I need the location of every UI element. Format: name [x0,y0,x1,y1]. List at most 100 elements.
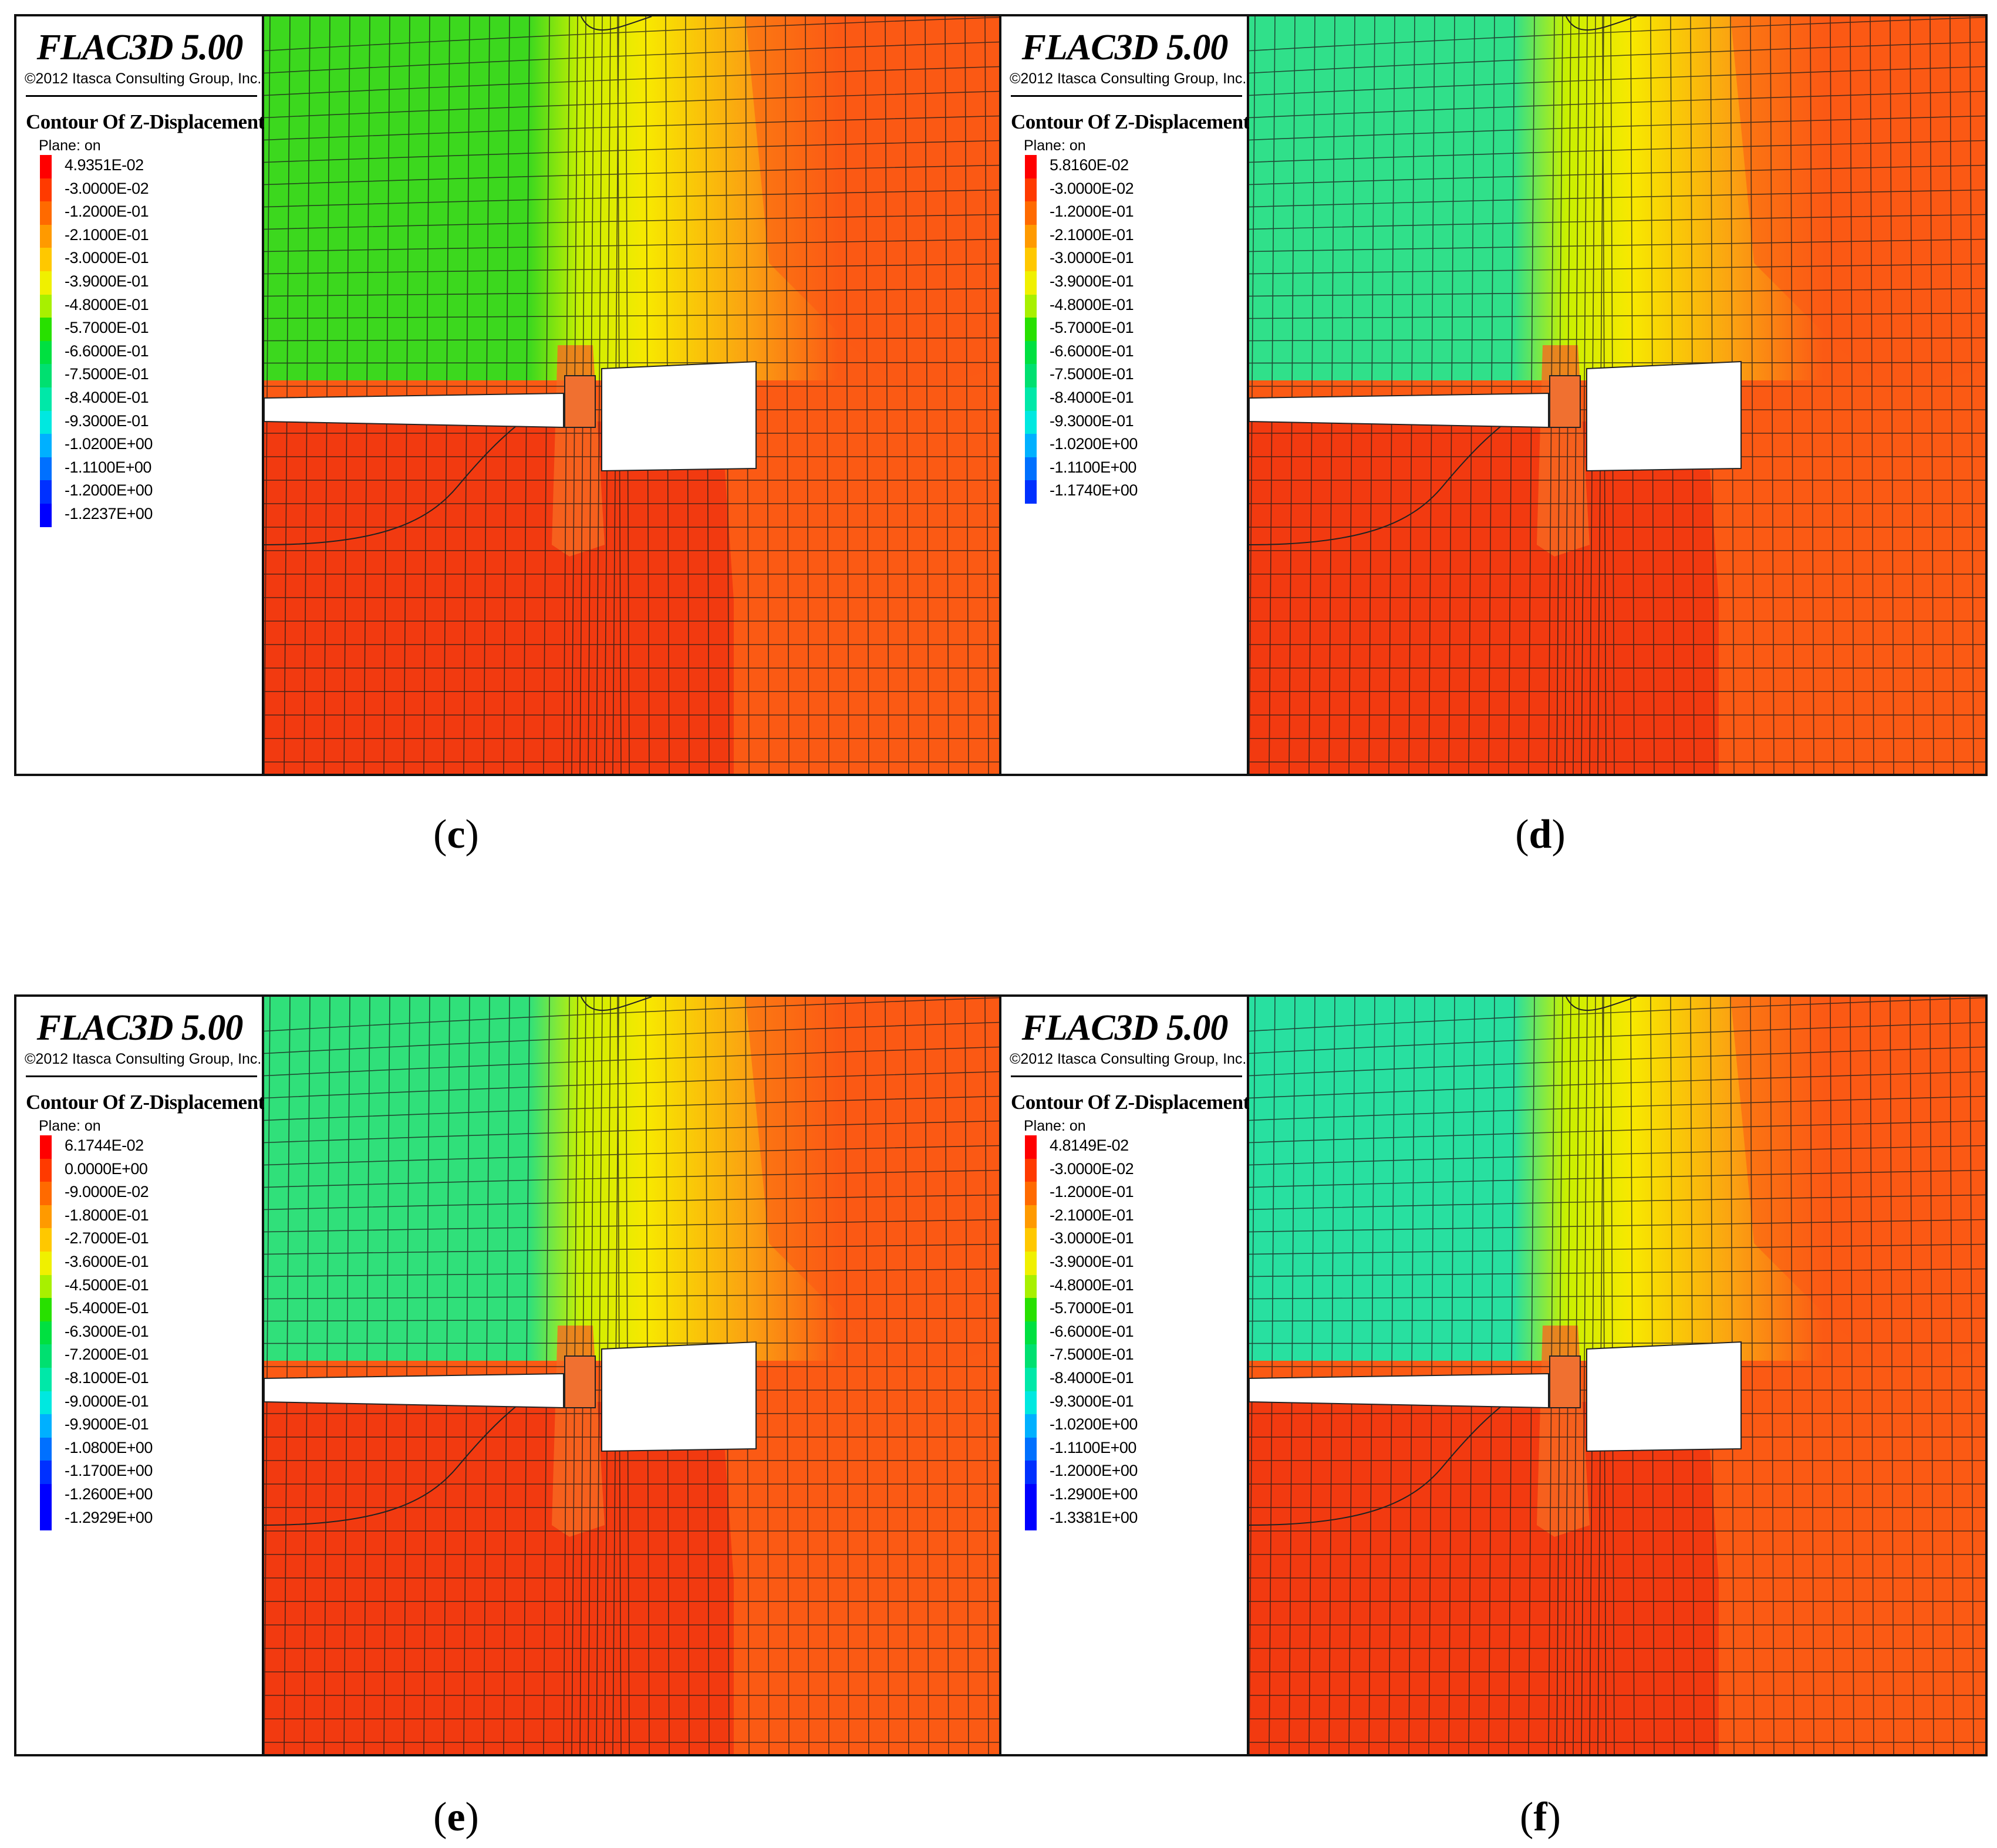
legend-value: -3.0000E-02 [65,179,149,197]
contour-boundary-line [264,403,547,545]
legend-value: -1.1100E+00 [65,458,151,476]
mesh-line [596,997,603,1754]
legend-swatch [1025,1274,1037,1299]
mesh-line [1388,16,1395,774]
mesh-line [885,16,889,774]
copyright-text: ©2012 Itasca Consulting Group, Inc. [25,1051,262,1067]
legend-value: -5.4000E-01 [65,1299,149,1317]
software-title: FLAC3D 5.00 [36,28,244,68]
legend-value: -4.8000E-01 [65,295,149,313]
mesh-line [984,997,989,1754]
mesh-line [264,1268,1000,1277]
mesh-line [1249,337,1985,342]
mesh-line [264,1317,1000,1322]
legend-value: -1.0200E+00 [1050,435,1138,453]
panel-f: FLAC3D 5.00 ©2012 Itasca Consulting Grou… [999,994,1988,1756]
displacement-contour-svg [1249,997,1985,1754]
legend-value: -9.0000E-02 [65,1183,149,1201]
mesh-line [1249,312,1985,319]
mesh-line [1249,1021,1985,1054]
legend-swatch [40,1135,52,1159]
legend-value: -2.7000E-01 [65,1229,149,1247]
legend-value: -8.1000E-01 [65,1368,149,1387]
pillar-block [1549,375,1581,428]
panel-e: FLAC3D 5.00 ©2012 Itasca Consulting Grou… [14,994,1003,1756]
mesh-line [264,16,271,774]
mesh-line [1850,997,1854,1754]
right-floor-zone [1707,1372,1985,1754]
mesh-line [1269,997,1276,1754]
software-title: FLAC3D 5.00 [1021,28,1229,68]
legend-swatch [1025,1483,1037,1508]
mesh-line [1249,1095,1985,1121]
mesh-line [1249,1046,1985,1077]
legend-swatch [40,1507,52,1531]
chamber-opening [601,1341,757,1452]
mesh-line [1249,189,1985,208]
plane-label: Plane: on [39,137,101,154]
plane-label: Plane: on [1024,137,1086,154]
legend-value: -1.3381E+00 [1050,1508,1138,1526]
legend-swatch [1025,1414,1037,1438]
mesh-line [1368,16,1375,774]
legend-value: -7.5000E-01 [1050,365,1134,383]
legend-divider [26,95,257,97]
mesh-line [343,997,350,1754]
displacement-contour-svg [264,997,1000,1754]
legend-swatch [40,201,52,225]
legend-swatch [1025,1461,1037,1484]
legend-divider [1011,1075,1242,1077]
mesh-line [1308,16,1315,774]
software-title: FLAC3D 5.00 [1021,1008,1229,1048]
mesh-line [323,997,330,1754]
legend-swatch [40,480,52,504]
legend-value: -3.0000E-01 [1050,249,1134,267]
legend-value: -3.0000E-02 [1050,179,1134,197]
legend-swatch [40,1437,52,1461]
contour-label: Contour Of Z-Displacement [26,1091,265,1114]
mesh-line [264,214,1000,230]
contour-plot [1249,16,1985,774]
mesh-line [1249,1194,1985,1210]
mesh-line [765,16,770,774]
legend-value: -4.5000E-01 [65,1276,149,1294]
legend-swatch [40,318,52,341]
legend-value: -2.1000E-01 [1050,225,1134,244]
legend-value: -2.1000E-01 [65,225,149,244]
mesh-line [264,337,1000,342]
mesh-line [785,997,790,1754]
legend-swatch [40,1391,52,1415]
contour-boundary-line [1249,403,1532,545]
mesh-line [825,997,829,1754]
mesh-line [1949,997,1954,1754]
mesh-line [1388,997,1395,1754]
mesh-line [845,997,849,1754]
legend-value: -1.2900E+00 [1050,1485,1138,1503]
mesh-line [264,1194,1000,1210]
legend-swatch [1025,1298,1037,1321]
mesh-line [264,115,1000,141]
legend-value: -6.3000E-01 [65,1322,149,1340]
contour-boundary-line [1249,1384,1532,1526]
legend-value: 4.9351E-02 [65,156,144,174]
legend-swatch [1025,178,1037,202]
mesh-line [323,16,330,774]
mesh-line [1249,41,1985,74]
mesh-grid [1249,997,1985,1754]
mesh-line [1249,1071,1985,1099]
legend-swatch [40,1228,52,1252]
panel-c: FLAC3D 5.00 ©2012 Itasca Consulting Grou… [14,14,1003,776]
legend-swatch [1025,201,1037,225]
mesh-line [264,1071,1000,1099]
legend-swatch [1025,1344,1037,1368]
legend-swatch [40,1182,52,1205]
legend-swatch [40,224,52,248]
legend-value: -8.4000E-01 [1050,388,1134,406]
legend-value: -7.5000E-01 [1050,1345,1134,1364]
legend-swatch [40,457,52,481]
roadway-opening [264,1372,564,1409]
legend-value: 6.1744E-02 [65,1137,144,1154]
roadway-opening [264,392,564,429]
legend-swatch [1025,1158,1037,1182]
mesh-line [865,16,869,774]
